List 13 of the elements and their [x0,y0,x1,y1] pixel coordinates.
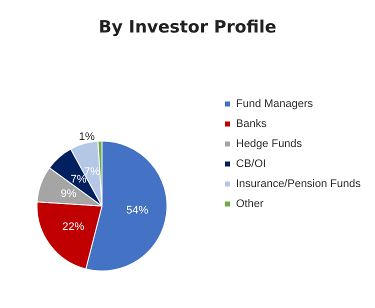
data-label: 7% [70,173,87,186]
legend-label: Fund Managers [236,98,314,110]
data-label: 1% [78,131,96,144]
data-label: 9% [60,188,77,200]
data-label: 22% [62,220,84,233]
legend-label: Insurance/Pension Funds [236,178,362,190]
chart-title: By Investor Profile [98,18,276,38]
legend-label: Hedge Funds [236,138,303,150]
legend-label: Banks [236,118,268,130]
data-label: 54% [126,204,148,216]
legend-label: CB/OI [236,158,266,170]
legend-label: Other [236,198,264,210]
data-label: 7% [84,166,100,178]
